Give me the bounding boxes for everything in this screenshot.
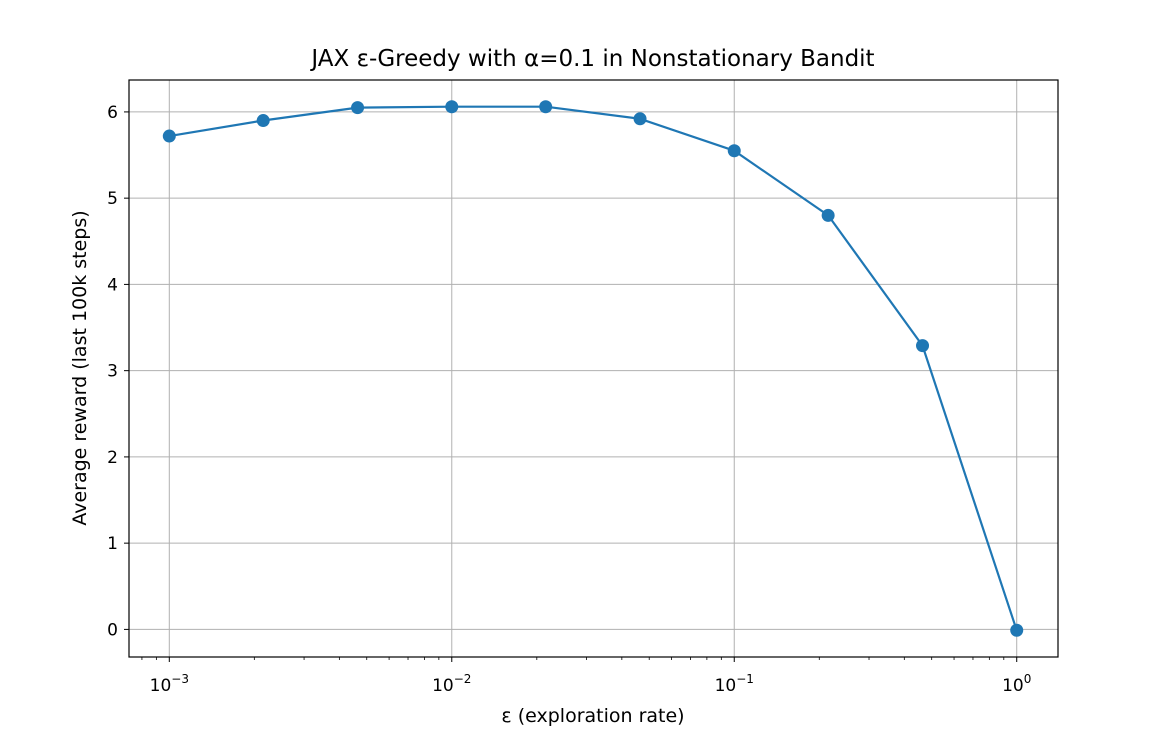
ticks: 10−3 10−2 10−1 100 0 1 2 3 4 5 6 bbox=[107, 103, 1031, 696]
data-point bbox=[727, 144, 741, 158]
chart-title: JAX ε-Greedy with α=0.1 in Nonstationary… bbox=[309, 46, 874, 72]
x-tick-label: 10−3 bbox=[150, 672, 189, 696]
data-point bbox=[445, 100, 459, 114]
y-tick-label: 3 bbox=[107, 362, 118, 382]
y-tick-label: 6 bbox=[107, 103, 118, 123]
data-point bbox=[162, 129, 176, 143]
data-point bbox=[351, 101, 365, 115]
x-axis-label: ε (exploration rate) bbox=[501, 705, 684, 727]
y-tick-label: 0 bbox=[107, 620, 118, 640]
data-point bbox=[256, 114, 270, 128]
y-tick-label: 2 bbox=[107, 448, 118, 468]
grid bbox=[129, 80, 1058, 657]
x-tick-label: 10−1 bbox=[715, 672, 754, 696]
data-series bbox=[162, 100, 1024, 637]
y-tick-label: 4 bbox=[107, 275, 118, 295]
y-tick-label: 1 bbox=[107, 534, 118, 554]
y-axis-label: Average reward (last 100k steps) bbox=[69, 210, 91, 525]
y-tick-label: 5 bbox=[107, 189, 118, 209]
data-point bbox=[1010, 623, 1024, 637]
data-point bbox=[916, 339, 930, 353]
data-point bbox=[633, 112, 647, 126]
plot-frame bbox=[128, 79, 1059, 658]
data-point bbox=[821, 208, 835, 222]
x-tick-label: 100 bbox=[1002, 672, 1031, 696]
data-point bbox=[539, 100, 553, 114]
x-tick-label: 10−2 bbox=[432, 672, 471, 696]
series-line bbox=[169, 105, 1018, 631]
